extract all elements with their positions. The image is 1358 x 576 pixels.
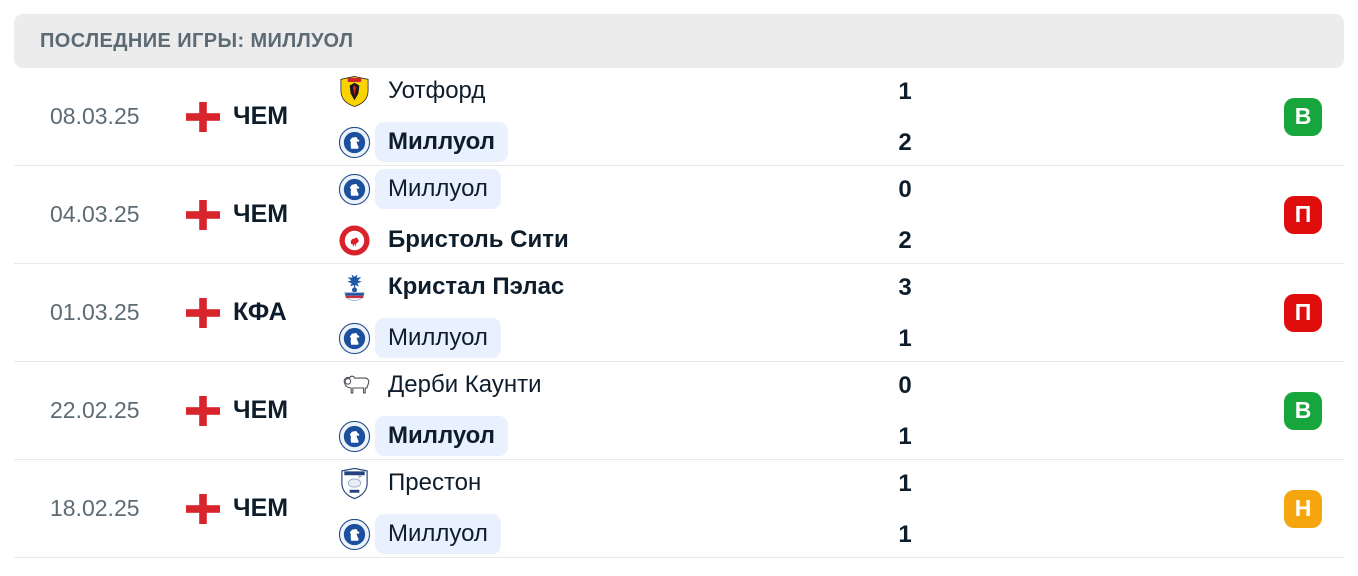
away-team-line: Миллуол xyxy=(338,513,880,556)
match-date: 22.02.25 xyxy=(50,397,140,423)
competition-cell: КФА xyxy=(186,297,338,328)
bristol-city-crest-icon xyxy=(338,224,371,257)
competition-cell: ЧЕМ xyxy=(186,101,338,132)
millwall-crest-icon xyxy=(338,126,371,159)
result-badge: П xyxy=(1284,195,1322,234)
england-flag-icon xyxy=(186,101,220,132)
away-team-score: 1 xyxy=(898,324,912,352)
away-team-score: 1 xyxy=(898,422,912,450)
scores-cell: 0 2 xyxy=(880,168,930,262)
competition-cell: ЧЕМ xyxy=(186,493,338,524)
england-flag-icon xyxy=(186,297,220,328)
section-header: ПОСЛЕДНИЕ ИГРЫ: МИЛЛУОЛ xyxy=(14,14,1344,68)
home-team-line: Дерби Каунти xyxy=(338,364,880,407)
away-team-score: 2 xyxy=(898,128,912,156)
match-date: 01.03.25 xyxy=(50,299,140,325)
home-team-name: Кристал Пэлас xyxy=(388,273,565,300)
teams-cell: Престон Миллуол xyxy=(338,462,880,556)
crystal-palace-crest-icon xyxy=(338,271,371,304)
away-team-line: Миллуол xyxy=(338,121,880,164)
millwall-crest-icon xyxy=(338,518,371,550)
watford-crest-icon xyxy=(340,75,369,107)
home-team-name: Дерби Каунти xyxy=(388,371,542,398)
match-date: 18.02.25 xyxy=(50,495,140,521)
home-team-line: Уотфорд xyxy=(338,70,880,113)
home-team-score: 0 xyxy=(898,175,912,203)
away-team-name: Миллуол xyxy=(375,514,501,554)
millwall-crest-icon xyxy=(338,420,371,452)
competition-cell: ЧЕМ xyxy=(186,395,338,426)
result-cell: В xyxy=(930,391,1322,430)
teams-cell: Уотфорд Миллуол xyxy=(338,70,880,164)
teams-cell: Дерби Каунти Миллуол xyxy=(338,364,880,458)
home-team-name: Престон xyxy=(388,469,482,496)
result-badge: В xyxy=(1284,97,1322,136)
away-team-name: Миллуол xyxy=(375,122,508,162)
match-row[interactable]: 04.03.25 ЧЕМ Миллуол Бристоль xyxy=(14,166,1344,264)
competition-label: ЧЕМ xyxy=(233,200,289,228)
millwall-crest-icon xyxy=(338,322,371,355)
crystal-palace-crest-icon xyxy=(344,273,365,301)
match-row[interactable]: 22.02.25 ЧЕМ Дерби Каунти Миллуол xyxy=(14,362,1344,460)
home-team-line: Кристал Пэлас xyxy=(338,266,880,309)
millwall-crest-icon xyxy=(338,322,371,354)
home-team-line: Миллуол xyxy=(338,168,880,211)
home-team-line: Престон xyxy=(338,462,880,505)
teams-cell: Миллуол Бристоль Сити xyxy=(338,168,880,262)
watford-crest-icon xyxy=(338,75,371,108)
teams-cell: Кристал Пэлас Миллуол xyxy=(338,266,880,360)
away-team-name: Бристоль Сити xyxy=(388,226,569,253)
preston-crest-icon xyxy=(341,467,368,499)
bristol-city-crest-icon xyxy=(339,224,370,256)
home-team-name: Уотфорд xyxy=(388,77,486,104)
england-flag-icon xyxy=(186,493,220,524)
match-row[interactable]: 18.02.25 ЧЕМ Престон Мил xyxy=(14,460,1344,558)
result-cell: П xyxy=(930,293,1322,332)
home-team-score: 1 xyxy=(898,469,912,497)
preston-crest-icon xyxy=(338,467,371,500)
away-team-score: 1 xyxy=(898,520,912,548)
home-team-score: 0 xyxy=(898,371,912,399)
match-date: 04.03.25 xyxy=(50,201,140,227)
millwall-crest-icon xyxy=(338,173,371,205)
scores-cell: 1 1 xyxy=(880,462,930,556)
section-title: ПОСЛЕДНИЕ ИГРЫ: МИЛЛУОЛ xyxy=(40,29,354,52)
competition-cell: ЧЕМ xyxy=(186,199,338,230)
away-team-name: Миллуол xyxy=(375,416,508,456)
home-team-score: 3 xyxy=(898,273,912,301)
away-team-line: Миллуол xyxy=(338,317,880,360)
away-team-line: Миллуол xyxy=(338,415,880,458)
result-badge: Н xyxy=(1284,489,1322,528)
away-team-name: Миллуол xyxy=(375,318,501,358)
away-team-line: Бристоль Сити xyxy=(338,219,880,262)
match-row[interactable]: 08.03.25 ЧЕМ Уотфорд Миллуол xyxy=(14,68,1344,166)
derby-county-crest-icon xyxy=(338,369,371,402)
millwall-crest-icon xyxy=(338,126,371,158)
match-row[interactable]: 01.03.25 КФА Кристал Пэлас xyxy=(14,264,1344,362)
scores-cell: 1 2 xyxy=(880,70,930,164)
scores-cell: 0 1 xyxy=(880,364,930,458)
england-flag-icon xyxy=(186,199,220,230)
result-badge: П xyxy=(1284,293,1322,332)
millwall-crest-icon xyxy=(338,518,371,551)
result-cell: В xyxy=(930,97,1322,136)
match-date: 08.03.25 xyxy=(50,103,140,129)
away-team-score: 2 xyxy=(898,226,912,254)
matches-list: 08.03.25 ЧЕМ Уотфорд Миллуол xyxy=(14,68,1344,558)
result-cell: П xyxy=(930,195,1322,234)
home-team-score: 1 xyxy=(898,77,912,105)
scores-cell: 3 1 xyxy=(880,266,930,360)
competition-label: ЧЕМ xyxy=(233,494,289,522)
result-badge: В xyxy=(1284,391,1322,430)
derby-county-crest-icon xyxy=(343,375,370,393)
result-cell: Н xyxy=(930,489,1322,528)
competition-label: КФА xyxy=(233,298,287,326)
millwall-crest-icon xyxy=(338,420,371,453)
millwall-crest-icon xyxy=(338,173,371,206)
competition-label: ЧЕМ xyxy=(233,102,289,130)
competition-label: ЧЕМ xyxy=(233,396,289,424)
england-flag-icon xyxy=(186,395,220,426)
home-team-name: Миллуол xyxy=(375,169,501,209)
